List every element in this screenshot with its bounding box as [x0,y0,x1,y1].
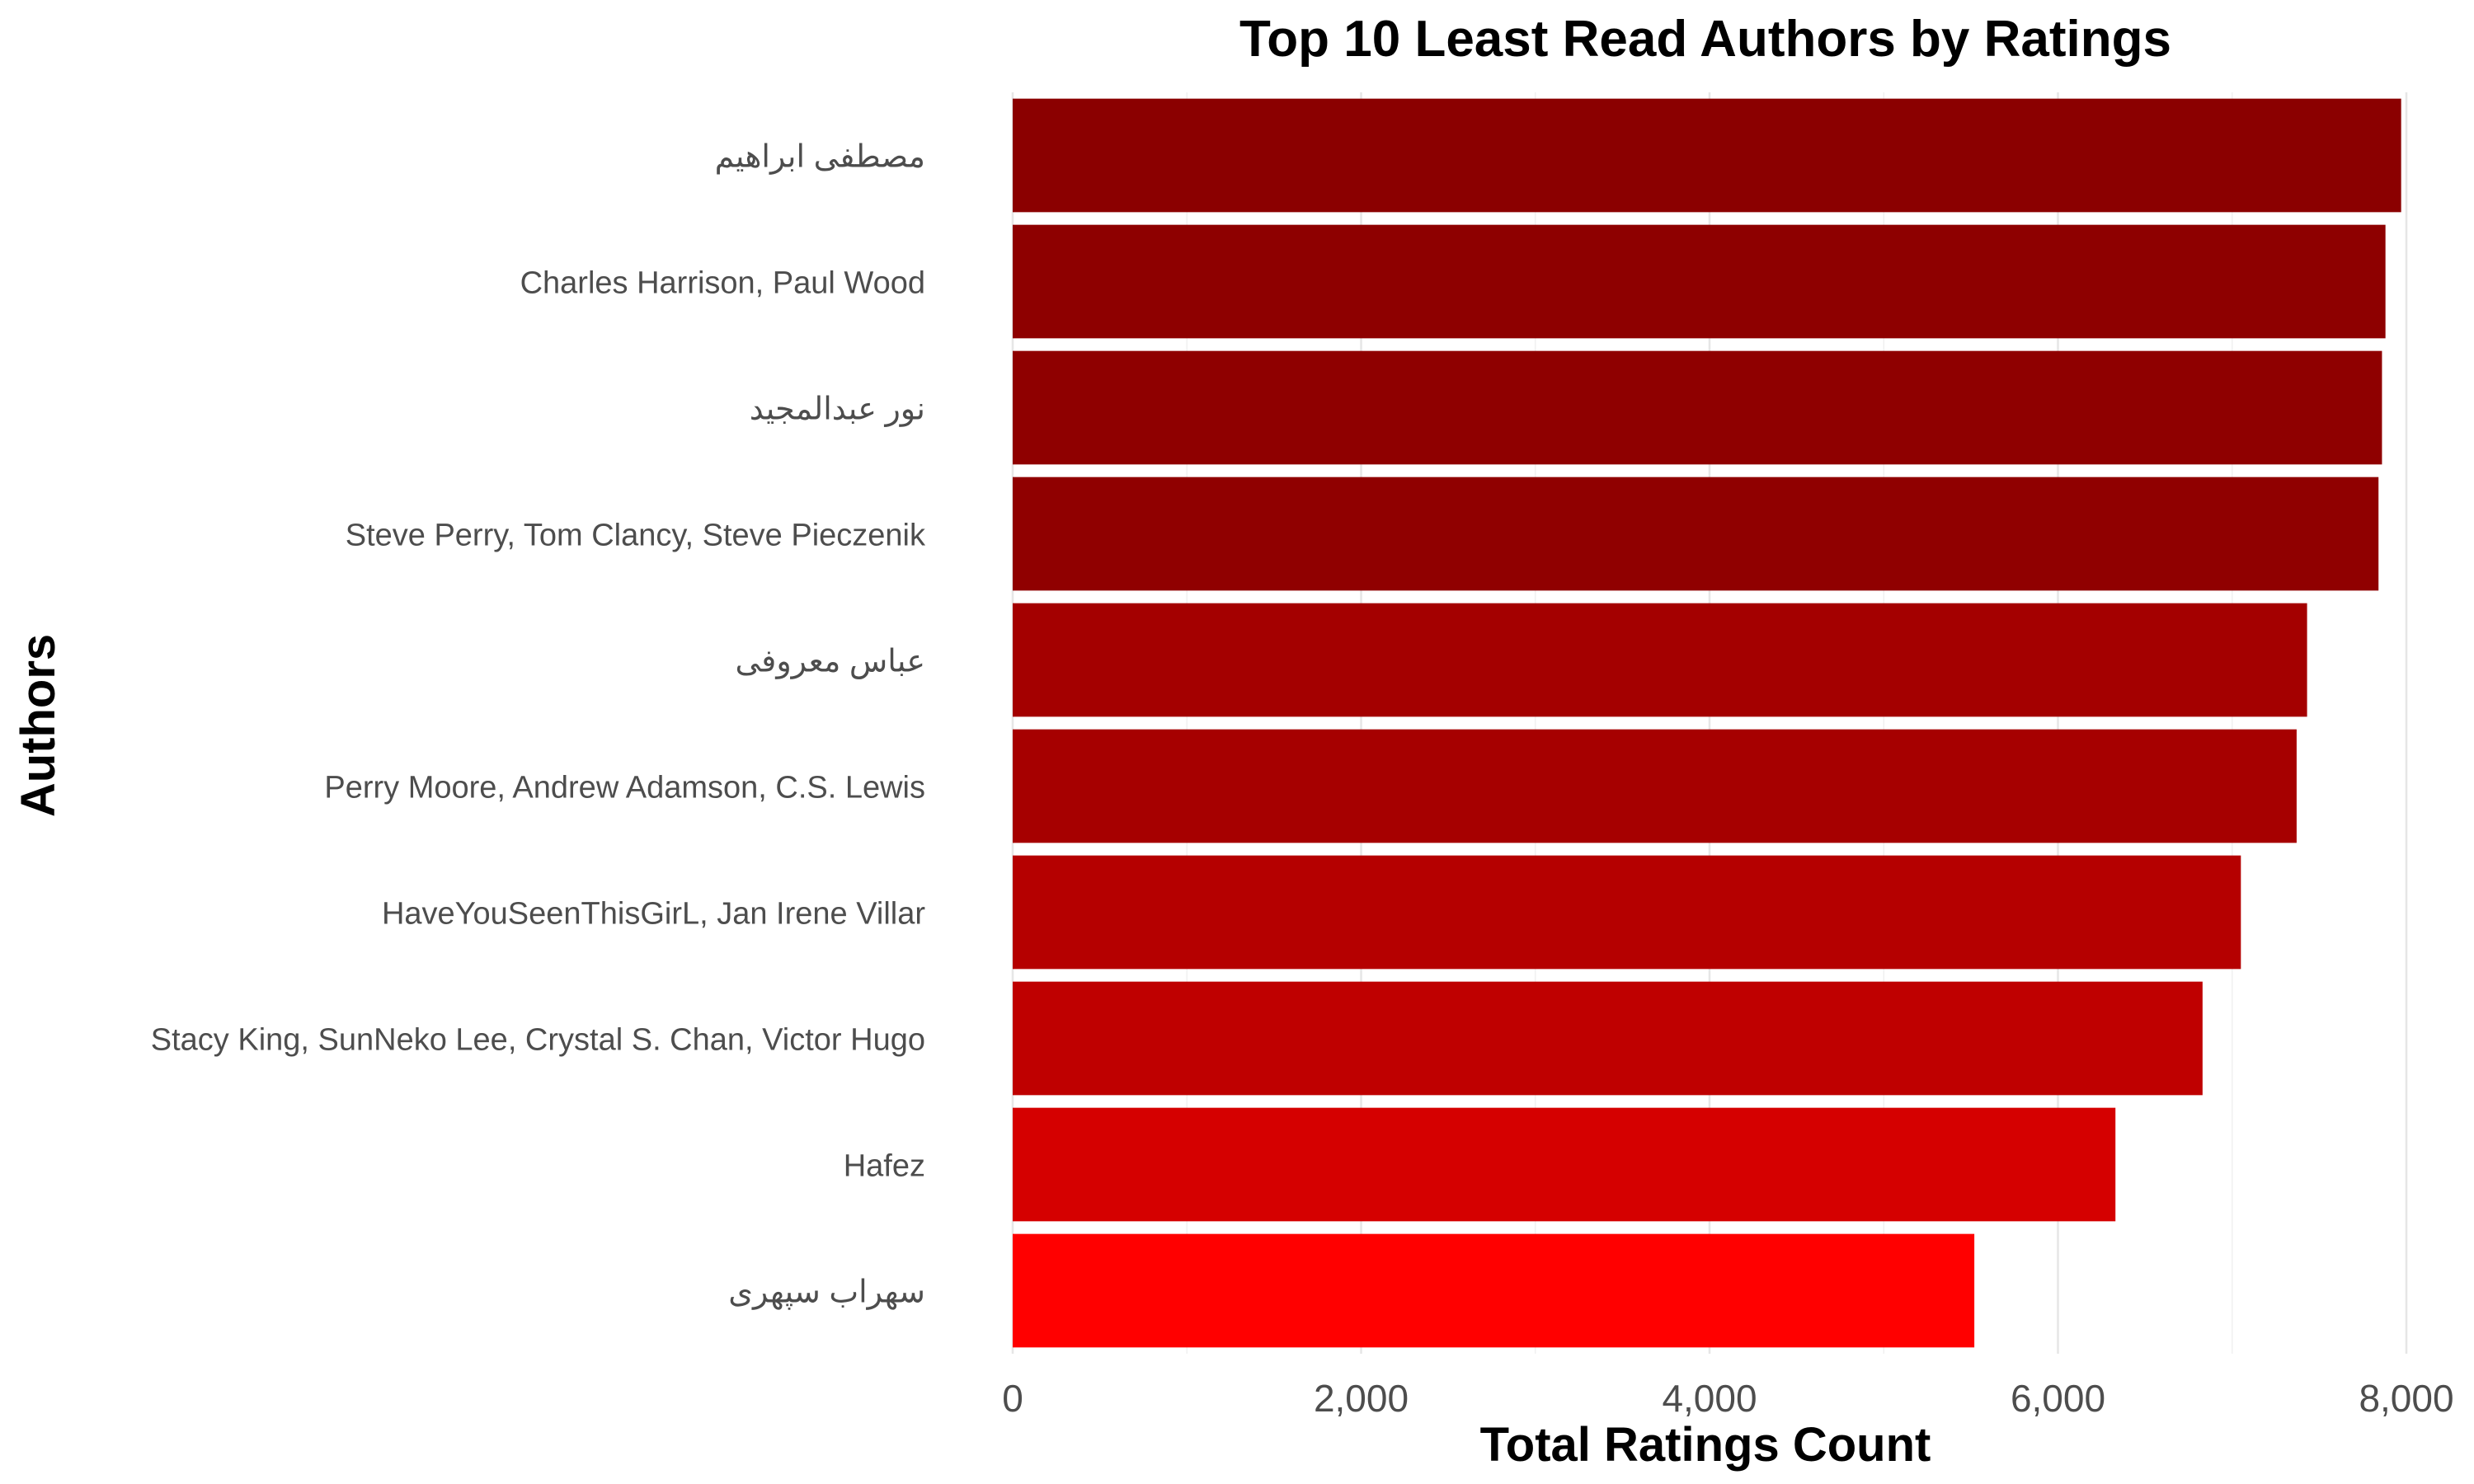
category-label: HaveYouSeenThisGirL, Jan Irene Villar [382,897,925,932]
bar [1013,603,2307,717]
bar [1013,224,2386,339]
bar [1013,981,2203,1096]
bar [1013,350,2382,465]
x-tick-label: 0 [1002,1377,1023,1420]
category-label: سهراب سپهری [728,1275,925,1311]
category-labels: مصطفی ابراهیم Charles Harrison, Paul Wood… [151,140,926,1311]
x-tick-label: 6,000 [2011,1377,2105,1420]
category-label: مصطفی ابراهیم [715,140,925,176]
bars [1013,98,2401,1348]
y-axis-title: Authors [12,634,65,817]
bar [1013,729,2297,843]
bar [1013,1233,1975,1348]
bar [1013,855,2241,970]
chart-title: Top 10 Least Read Authors by Ratings [1239,11,2171,68]
category-label: Stacy King, SunNeko Lee, Crystal S. Chan… [151,1023,925,1058]
x-tick-label: 8,000 [2359,1377,2453,1420]
x-tick-label: 4,000 [1662,1377,1757,1420]
bar [1013,477,2379,591]
x-axis-title: Total Ratings Count [1480,1418,1931,1472]
bar [1013,1107,2116,1222]
category-label: Perry Moore, Andrew Adamson, C.S. Lewis [324,771,925,805]
category-label: نور عبدالمجيد [750,392,925,428]
category-label: Steve Perry, Tom Clancy, Steve Pieczenik [346,519,926,553]
bar [1013,98,2401,213]
category-label: Hafez [844,1149,925,1184]
category-label: عباس معروفی [735,645,925,680]
category-label: Charles Harrison, Paul Wood [520,266,925,301]
x-tick-labels: 0 2,000 4,000 6,000 8,000 [1002,1377,2453,1420]
x-tick-label: 2,000 [1314,1377,1409,1420]
